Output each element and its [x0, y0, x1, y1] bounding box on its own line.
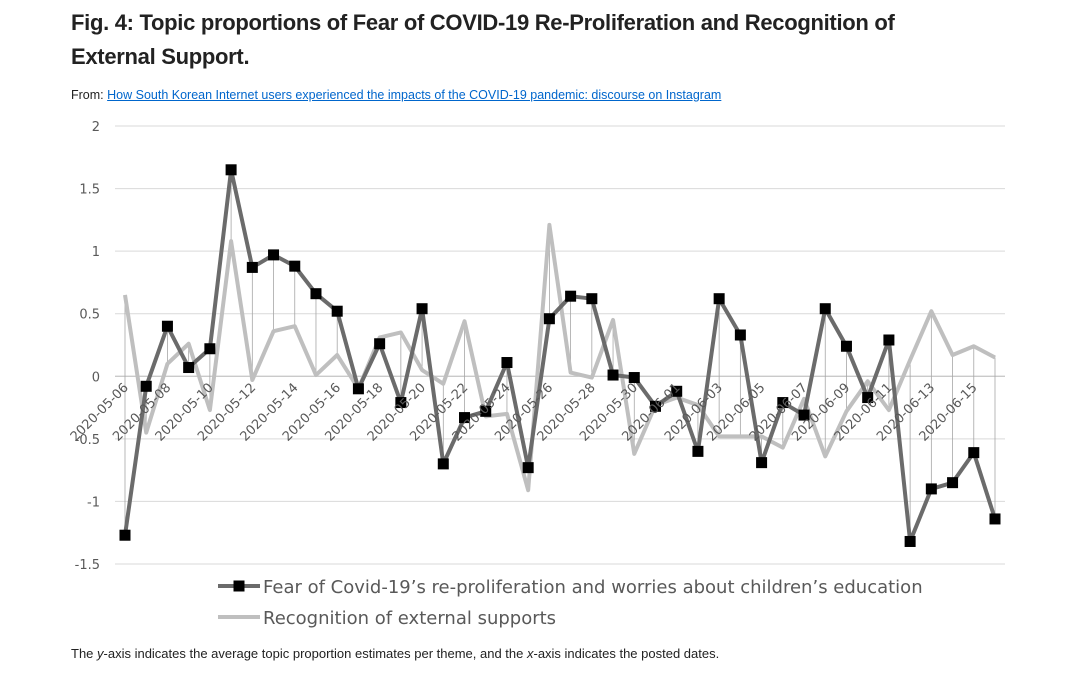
source-link[interactable]: How South Korean Internet users experien… [107, 88, 722, 102]
point-marker [225, 164, 237, 176]
point-marker [289, 260, 301, 272]
point-marker [204, 343, 216, 355]
point-marker [395, 397, 407, 409]
legend-marker [233, 580, 245, 592]
y-tick-label: 2 [92, 120, 100, 135]
point-marker [246, 261, 258, 273]
point-marker [777, 397, 789, 409]
point-marker [268, 249, 280, 261]
point-marker [925, 483, 937, 495]
point-marker [734, 329, 746, 341]
point-marker [352, 383, 364, 395]
series-line [123, 222, 996, 493]
caption: The y-axis indicates the average topic p… [71, 646, 719, 661]
point-marker [140, 380, 152, 392]
point-marker [713, 293, 725, 305]
point-marker [331, 305, 343, 317]
legend-label: Recognition of external supports [263, 608, 556, 629]
y-tick-label: 1 [92, 245, 100, 260]
source-line: From: How South Korean Internet users ex… [71, 88, 721, 102]
point-marker [522, 462, 534, 474]
point-marker [459, 412, 471, 424]
point-marker [586, 293, 598, 305]
legend-label: Fear of Covid-19’s re-proliferation and … [263, 577, 923, 598]
caption-part: y [97, 646, 104, 661]
y-tick-label: -1 [87, 495, 100, 510]
point-marker [756, 457, 768, 469]
y-tick-label: 0.5 [79, 308, 100, 323]
y-tick-label: -0.5 [75, 433, 100, 448]
caption-part: x [526, 646, 534, 661]
point-marker [840, 340, 852, 352]
point-marker [692, 445, 704, 457]
point-marker [628, 372, 640, 384]
point-marker [904, 535, 916, 547]
point-marker [883, 334, 895, 346]
point-marker [968, 447, 980, 459]
point-marker [565, 290, 577, 302]
point-marker [607, 369, 619, 381]
from-label: From: [71, 88, 104, 102]
point-marker [161, 320, 173, 332]
point-marker [798, 409, 810, 421]
caption-part: The [71, 646, 98, 661]
y-tick-label: 1.5 [79, 183, 100, 198]
point-marker [819, 303, 831, 315]
point-marker [480, 405, 492, 417]
figure-title: Fig. 4: Topic proportions of Fear of COV… [71, 10, 895, 69]
point-marker [183, 362, 195, 374]
point-marker [437, 458, 449, 470]
point-marker [543, 313, 555, 325]
y-tick-label: 0 [92, 370, 100, 385]
point-marker [310, 288, 322, 300]
point-marker [649, 400, 661, 412]
point-marker [947, 477, 959, 489]
series-line [123, 167, 997, 544]
point-marker [989, 513, 1001, 525]
point-marker [501, 357, 513, 369]
caption-part: -axis indicates the posted dates. [533, 646, 720, 661]
point-marker [862, 392, 874, 404]
caption-part: -axis indicates the average topic propor… [103, 646, 527, 661]
point-marker [119, 529, 131, 541]
point-marker [374, 338, 386, 350]
point-marker [416, 303, 428, 315]
point-marker [671, 385, 683, 397]
y-tick-label: -1.5 [75, 558, 100, 573]
